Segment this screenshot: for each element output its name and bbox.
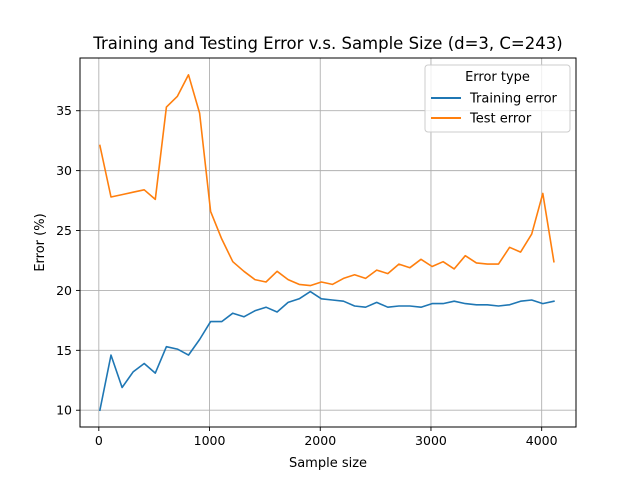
y-tick-label: 30 [56, 163, 72, 178]
series-line-training-error [98, 290, 555, 412]
legend-label-training-error: Training error [469, 92, 558, 107]
y-tick-label: 25 [56, 223, 72, 238]
x-tick-label: 4000 [526, 433, 558, 448]
chart-title: Training and Testing Error v.s. Sample S… [92, 34, 562, 53]
legend-box [424, 64, 571, 133]
series-line-test-error [98, 74, 555, 287]
plot-area-frame [79, 57, 577, 428]
x-axis-ticks: 0 1000 2000 3000 4000 [95, 427, 558, 448]
legend-title: Error type [465, 70, 530, 85]
series-group [98, 74, 555, 412]
x-tick-label: 0 [95, 433, 103, 448]
x-tick-label: 3000 [415, 433, 447, 448]
y-tick-label: 35 [56, 103, 72, 118]
y-tick-label: 10 [56, 403, 72, 418]
x-axis-label: Sample size [289, 456, 367, 471]
legend: Error type Training error Test error [424, 64, 571, 133]
x-tick-label: 1000 [194, 433, 226, 448]
y-tick-label: 20 [56, 283, 72, 298]
x-tick-label: 2000 [304, 433, 336, 448]
y-tick-label: 15 [56, 343, 72, 358]
y-axis-ticks: 10 15 20 25 30 35 [56, 103, 80, 418]
y-axis-label: Error (%) [33, 213, 48, 271]
legend-label-test-error: Test error [469, 112, 532, 127]
